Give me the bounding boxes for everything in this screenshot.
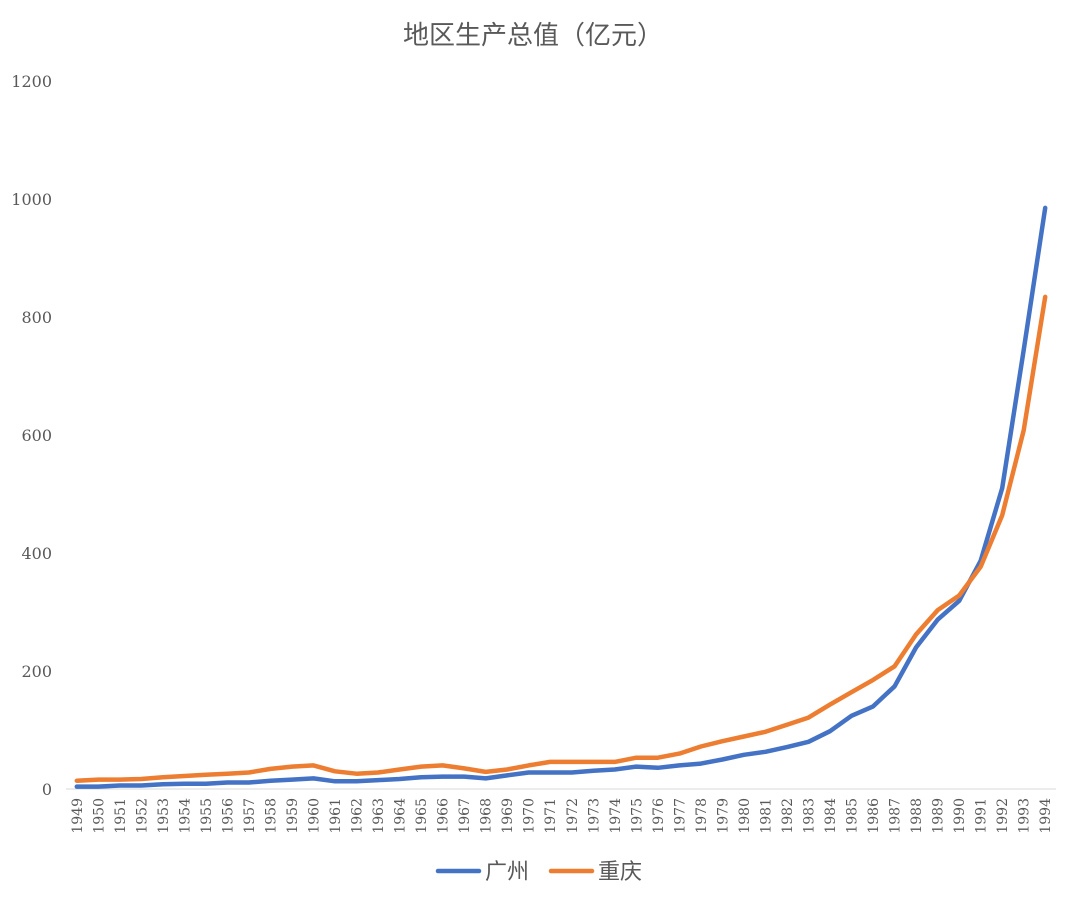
x-tick-label: 1991 — [974, 798, 990, 834]
x-tick-label: 1954 — [177, 798, 193, 834]
x-tick-label: 1965 — [414, 798, 430, 834]
x-tick-label: 1962 — [350, 798, 366, 834]
x-tick-label: 1980 — [737, 798, 753, 834]
x-tick-label: 1969 — [500, 798, 516, 834]
x-tick-label: 1958 — [263, 798, 279, 834]
x-tick-label: 1990 — [952, 798, 968, 834]
y-tick-label: 400 — [21, 544, 52, 563]
x-tick-label: 1956 — [220, 798, 236, 834]
x-tick-label: 1972 — [565, 798, 581, 834]
x-tick-label: 1957 — [242, 798, 258, 834]
x-tick-label: 1985 — [845, 798, 861, 834]
x-tick-label: 1950 — [91, 798, 107, 834]
x-tick-label: 1981 — [758, 798, 774, 834]
x-tick-label: 1988 — [909, 798, 925, 834]
series-line-1 — [74, 205, 1048, 789]
legend-label-1: 广州 — [485, 860, 529, 885]
x-tick-label: 1968 — [479, 798, 495, 834]
y-tick-label: 1200 — [11, 72, 52, 91]
x-tick-label: 1952 — [134, 798, 150, 834]
x-tick-label: 1978 — [694, 798, 710, 834]
x-tick-label: 1989 — [931, 798, 947, 834]
series-line-2 — [74, 294, 1048, 783]
x-tick-label: 1955 — [199, 798, 215, 834]
x-tick-label: 1971 — [543, 798, 559, 834]
x-tick-label: 1959 — [285, 798, 301, 834]
x-tick-label: 1960 — [307, 798, 323, 834]
x-tick-label: 1987 — [888, 798, 904, 834]
x-tick-label: 1977 — [672, 798, 688, 834]
x-tick-label: 1976 — [651, 798, 667, 834]
x-tick-label: 1992 — [995, 798, 1011, 834]
x-tick-label: 1979 — [715, 798, 731, 834]
y-tick-label: 1000 — [11, 190, 52, 209]
x-tick-label: 1949 — [70, 798, 86, 834]
x-tick-label: 1974 — [608, 798, 624, 834]
x-tick-label: 1986 — [866, 798, 882, 834]
y-tick-label: 0 — [42, 780, 52, 799]
x-tick-label: 1994 — [1038, 798, 1054, 834]
x-tick-label: 1963 — [371, 798, 387, 834]
x-tick-label: 1993 — [1017, 798, 1033, 834]
x-tick-label: 1966 — [436, 798, 452, 834]
y-tick-label: 800 — [21, 308, 52, 327]
legend-label-2: 重庆 — [598, 860, 642, 885]
x-tick-label: 1984 — [823, 798, 839, 834]
x-tick-label: 1967 — [457, 798, 473, 834]
x-tick-label: 1982 — [780, 798, 796, 834]
x-tick-label: 1970 — [522, 798, 538, 834]
x-tick-label: 1961 — [328, 798, 344, 834]
x-tick-label: 1951 — [113, 798, 129, 834]
y-tick-label: 200 — [21, 662, 52, 681]
x-tick-label: 1973 — [586, 798, 602, 834]
y-tick-label: 600 — [21, 426, 52, 445]
chart-title: 地区生产总值（亿元） — [403, 21, 663, 51]
x-tick-label: 1953 — [156, 798, 172, 834]
x-tick-label: 1964 — [393, 798, 409, 834]
x-tick-label: 1975 — [629, 798, 645, 834]
x-tick-label: 1983 — [802, 798, 818, 834]
